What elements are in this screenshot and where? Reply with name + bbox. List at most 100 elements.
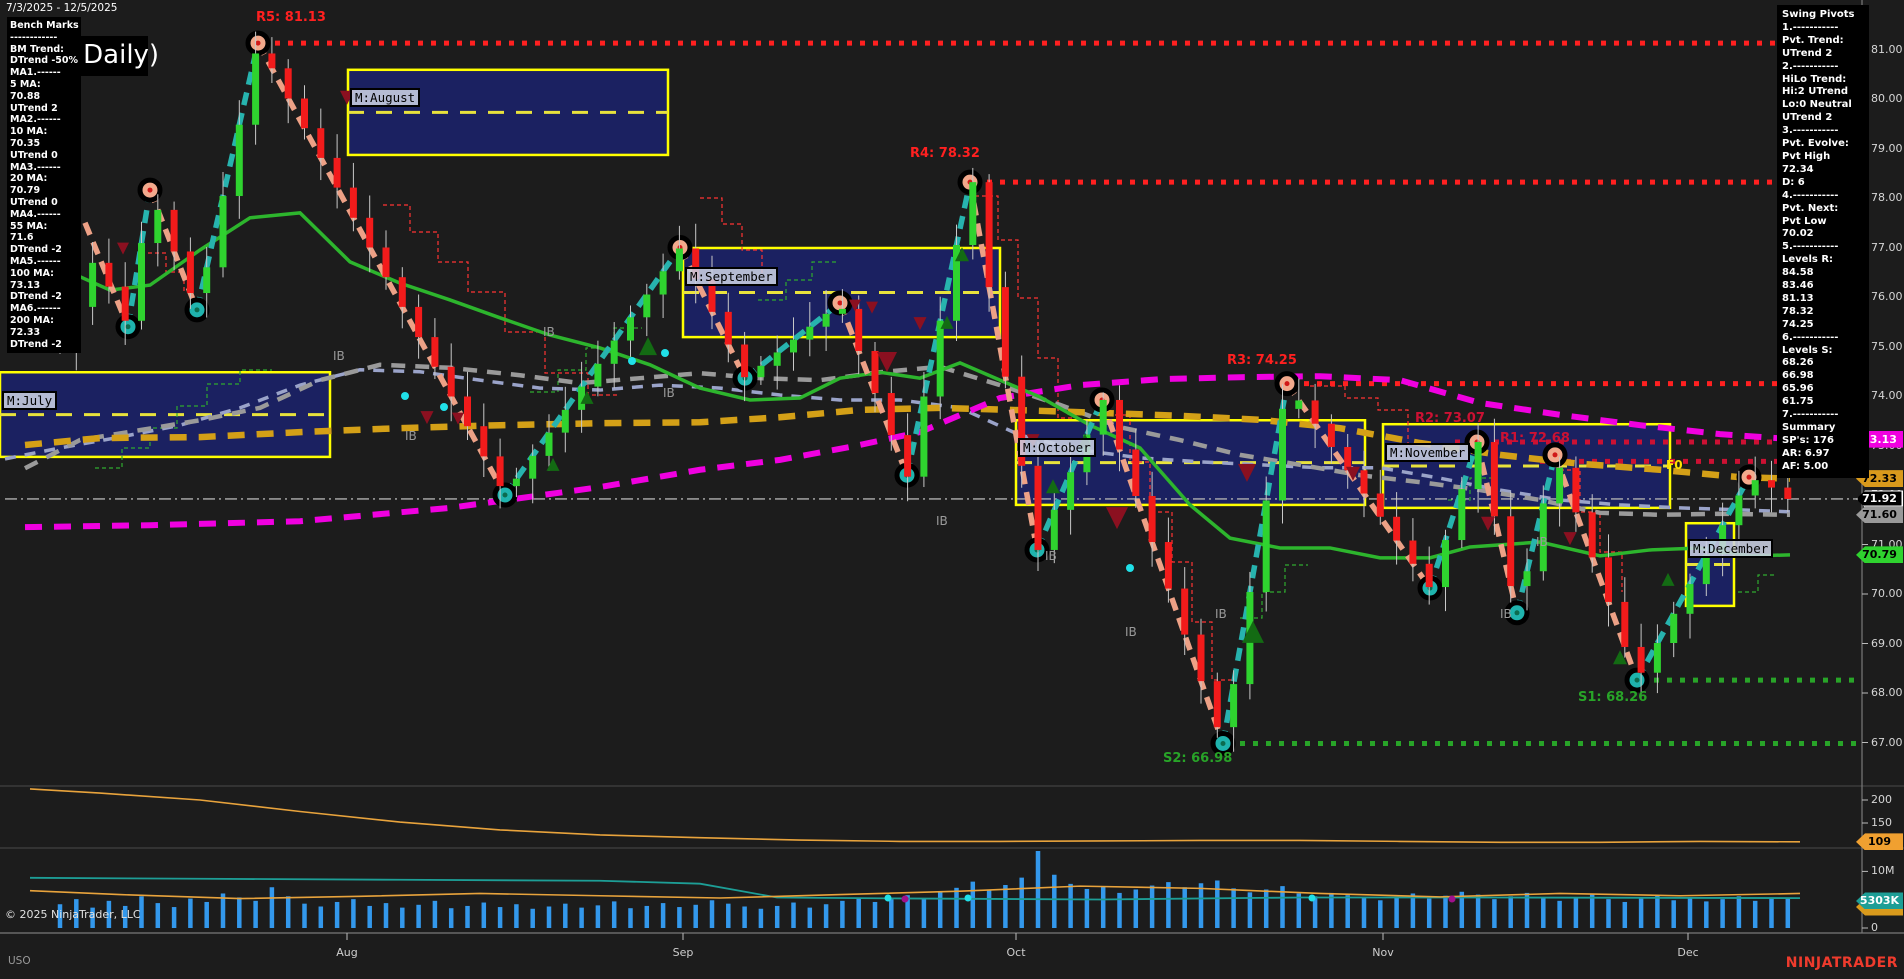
candle-body (154, 209, 162, 244)
trail-step-green (1738, 574, 1776, 593)
candle-body (1295, 400, 1303, 409)
candle-body (317, 128, 325, 158)
zigzag-segment (255, 41, 508, 497)
zigzag-segment (1220, 383, 1290, 744)
price-tick-label: 68.00 (1871, 686, 1903, 699)
candle-body (1262, 500, 1270, 593)
price-tick-label: 77.00 (1871, 240, 1903, 254)
candle-body (871, 350, 879, 394)
candle-body (1474, 442, 1482, 490)
buy-triangle (1613, 650, 1627, 665)
volume-dot-magenta (1448, 895, 1456, 903)
ib-label: IB (1045, 549, 1057, 563)
candle-body (1311, 400, 1319, 424)
candle-body (349, 187, 357, 218)
candle-body (333, 157, 341, 188)
buy-triangle (955, 247, 969, 262)
level-label-S2: S2: 66.98 (1163, 751, 1233, 766)
candle-body (512, 478, 520, 487)
candle-body (1605, 557, 1612, 602)
price-tag-70.79: 70.79 (1856, 546, 1903, 564)
candle-body (822, 313, 830, 327)
candle-body (1556, 467, 1564, 504)
candle-body (480, 426, 488, 457)
candle-body (1376, 493, 1384, 517)
candle-body (1344, 446, 1352, 471)
candle-body (529, 455, 537, 479)
candle-body (382, 247, 390, 278)
candle-body (1735, 495, 1743, 526)
candle-body (561, 409, 569, 433)
candle-body (1702, 554, 1710, 585)
candle-body (447, 366, 455, 397)
candle-body (398, 277, 406, 307)
candle-body (953, 245, 960, 321)
sell-triangle (866, 301, 878, 314)
buy-triangle (580, 390, 594, 404)
candle-body (1539, 503, 1547, 572)
candle-body (1067, 472, 1075, 510)
candle-body (1327, 423, 1335, 447)
time-tick-label: Dec (1677, 946, 1699, 959)
volume-dot-cyan (884, 894, 892, 902)
signal-dot-cyan (1126, 564, 1134, 572)
candle-body (1653, 643, 1661, 673)
candle-body (1213, 681, 1221, 728)
volume-value-tag: 5303K (1856, 892, 1903, 910)
sell-triangle (913, 317, 927, 331)
ib-label: IB (543, 325, 555, 339)
volume-tick-label: 0 (1871, 921, 1878, 934)
candle-body (675, 248, 683, 272)
candle-body (1572, 467, 1580, 513)
zigzag-segment (1514, 454, 1558, 614)
signal-dot-cyan (440, 403, 448, 411)
candle-body (806, 326, 814, 340)
candle-body (708, 279, 716, 312)
ib-label: IB (936, 514, 948, 528)
volume-dot-cyan (964, 894, 972, 902)
price-tick-label: 67.00 (1871, 735, 1903, 749)
candle-body (790, 339, 797, 353)
ib-label: IB (1500, 607, 1512, 621)
candle-body (757, 365, 765, 378)
candle-body (1588, 512, 1596, 558)
candle-body (741, 344, 749, 378)
price-tick-label: 69.00 (1871, 636, 1903, 650)
time-tick-label: Sep (672, 946, 694, 959)
level-label-R2: R2: 73.07 (1415, 411, 1485, 426)
time-tick-label: Aug (336, 946, 358, 959)
trail-step-green (758, 261, 838, 301)
candle-body (203, 267, 211, 294)
price-tick-label: 80.00 (1871, 92, 1903, 105)
f0-line-label: F0 (1666, 458, 1683, 472)
price-tick-label: 74.00 (1871, 389, 1903, 402)
zigzag-segment (1099, 399, 1226, 745)
candle-body (1523, 571, 1531, 587)
buy-triangle (1046, 479, 1060, 494)
price-tag-71.92: 71.92 (1856, 490, 1903, 508)
trail-step-red (1310, 385, 1430, 446)
indicator-tick-label: 150 (1871, 816, 1892, 829)
candle-body (578, 386, 586, 410)
candle-body (1458, 489, 1466, 541)
signal-dot-cyan (401, 392, 409, 400)
trend-strength-line (29, 788, 1801, 844)
ma-100 (4, 368, 1791, 514)
signal-dot-cyan (628, 357, 636, 365)
candle-body (415, 306, 423, 338)
candle-body (1393, 516, 1401, 541)
level-label-R4: R4: 78.32 (910, 146, 980, 161)
buy-triangle (1242, 620, 1264, 643)
swing-pivots-panel: Swing Pivots 1.----------- Pvt. Trend: U… (1777, 5, 1869, 478)
month-label: M:September (685, 267, 778, 286)
candle-body (105, 262, 113, 287)
buy-triangle (940, 315, 954, 329)
sell-triangle (420, 411, 434, 425)
level-label-R1: R1: 72.68 (1500, 431, 1570, 446)
candle-body (904, 435, 912, 477)
level-label-R3: R3: 74.25 (1227, 353, 1297, 368)
sell-triangle (849, 299, 861, 312)
candle-body (724, 311, 732, 345)
